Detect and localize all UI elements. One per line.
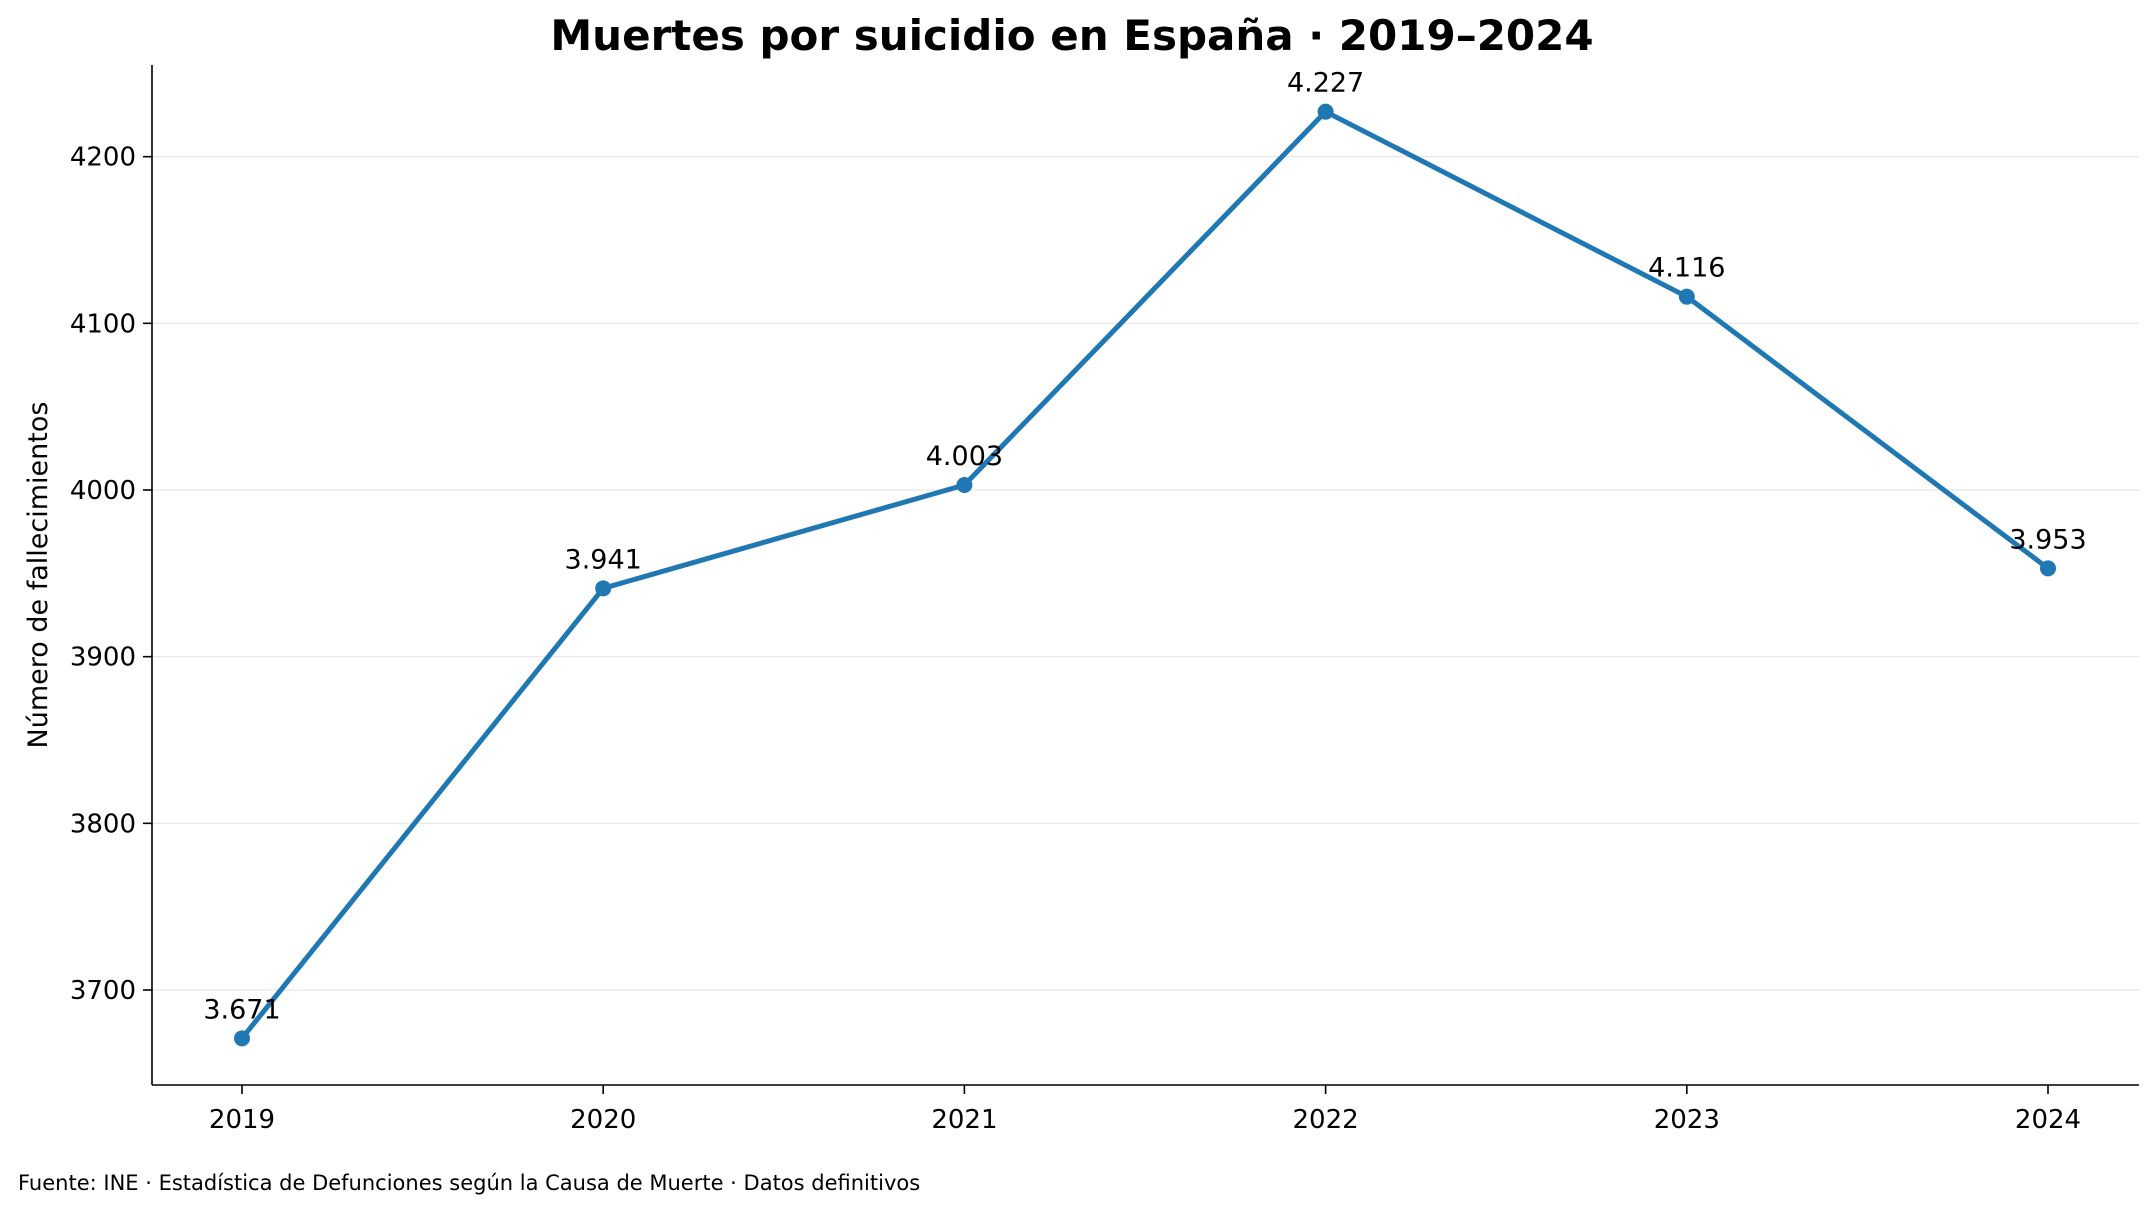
y-tick-label: 4200 — [70, 143, 136, 173]
data-label: 3.953 — [2009, 524, 2086, 555]
x-tick-label: 2020 — [570, 1105, 636, 1135]
chart-title: Muertes por suicidio en España · 2019–20… — [550, 11, 1593, 60]
x-tick-label: 2024 — [2015, 1105, 2081, 1135]
y-ticks: 3700 3800 3900 4000 4100 4200 — [70, 143, 152, 1006]
x-tick-label: 2019 — [209, 1105, 275, 1135]
y-tick-label: 3900 — [70, 643, 136, 673]
grid-lines — [152, 156, 2139, 991]
y-tick-label: 3800 — [70, 809, 136, 839]
data-point — [234, 1030, 250, 1047]
series-layer: 3.671 3.941 4.003 4.227 4.116 3.953 — [203, 68, 2087, 1047]
data-label: 4.116 — [1648, 253, 1725, 284]
data-label: 3.941 — [565, 544, 642, 575]
x-ticks: 2019 2020 2021 2022 2023 2024 — [209, 1085, 2081, 1135]
data-point — [595, 580, 612, 597]
y-axis-title: Número de fallecimientos — [23, 402, 54, 749]
data-point — [1317, 103, 1334, 120]
x-tick-label: 2021 — [931, 1105, 997, 1135]
data-label: 4.003 — [926, 441, 1003, 472]
series-line — [239, 109, 2051, 1041]
source-note: Fuente: INE · Estadística de Defunciones… — [18, 1171, 920, 1195]
data-point — [2040, 560, 2056, 577]
x-tick-label: 2022 — [1293, 1105, 1359, 1135]
y-tick-label: 4000 — [70, 476, 136, 506]
y-tick-label: 4100 — [70, 309, 136, 339]
data-label: 4.227 — [1287, 68, 1364, 99]
x-tick-label: 2023 — [1654, 1105, 1720, 1135]
y-tick-label: 3700 — [70, 976, 136, 1006]
data-label: 3.671 — [203, 994, 280, 1025]
data-point — [1678, 288, 1695, 305]
axes — [151, 65, 2139, 1086]
data-point — [956, 477, 973, 493]
